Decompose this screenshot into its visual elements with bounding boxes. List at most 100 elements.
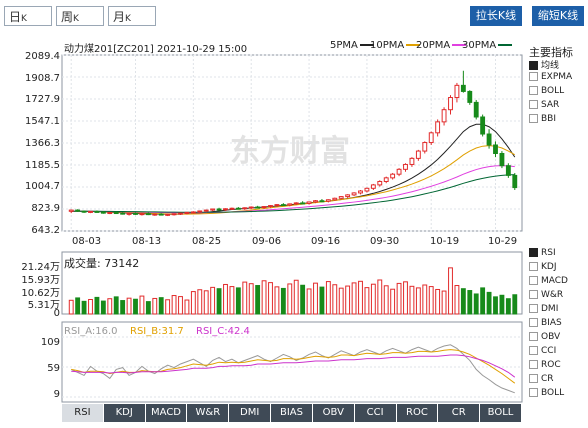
volume-bar <box>460 288 466 315</box>
sub-indicator-roc[interactable]: ROC <box>529 360 561 370</box>
indicator-boll[interactable]: BOLL <box>529 86 564 96</box>
candle-body <box>287 203 293 206</box>
ma-legend-5: 5PMA <box>330 40 374 51</box>
candle-body <box>171 213 177 216</box>
date-tick: 08-25 <box>192 236 222 247</box>
volume-bar <box>345 285 351 315</box>
indicator-expma[interactable]: EXPMA <box>529 72 572 82</box>
volume-tick: 10.62万 <box>21 288 60 299</box>
candle-body <box>81 210 87 213</box>
tab-day-k[interactable]: 日K <box>4 6 52 26</box>
volume-bar <box>165 299 171 315</box>
volume-bar <box>505 298 511 315</box>
volume-bar <box>480 287 486 315</box>
volume-bar <box>190 291 196 315</box>
candle-body <box>280 204 286 207</box>
candle-body <box>512 174 518 189</box>
candle-body <box>293 202 299 205</box>
volume-bar <box>338 287 344 315</box>
bottom-tab-wr[interactable]: W&R <box>187 404 230 422</box>
main-indicators-title: 主要指标 <box>529 46 573 59</box>
bottom-tab-macd[interactable]: MACD <box>145 404 188 422</box>
candle-body <box>435 121 441 134</box>
price-tick: 2089.4 <box>25 51 60 62</box>
bottom-tab-rsi[interactable]: RSI <box>62 404 104 422</box>
volume-bar <box>235 287 241 315</box>
candle-body <box>505 165 511 176</box>
volume-bar <box>306 288 312 315</box>
candle-body <box>428 132 434 144</box>
volume-bar <box>184 299 190 315</box>
volume-bar <box>100 300 106 315</box>
bottom-tab-boll[interactable]: BOLL <box>480 404 522 422</box>
sub-indicator-dmi[interactable]: DMI <box>529 304 558 314</box>
bottom-tab-roc[interactable]: ROC <box>396 404 439 422</box>
volume-bar <box>467 290 473 315</box>
candle-body <box>197 210 203 213</box>
tab-week-k[interactable]: 周K <box>56 6 104 26</box>
volume-bar <box>68 299 74 315</box>
sub-indicator-kdj[interactable]: KDJ <box>529 262 557 272</box>
candle-body <box>422 142 428 152</box>
volume-bar <box>158 297 164 315</box>
indicator-ma[interactable]: 均线 <box>529 58 559 71</box>
volume-bar <box>422 284 428 315</box>
volume-bar <box>268 282 273 315</box>
bottom-tab-dmi[interactable]: DMI <box>229 404 272 422</box>
sub-indicator-cr[interactable]: CR <box>529 374 554 384</box>
bottom-tab-obv[interactable]: OBV <box>312 404 355 422</box>
volume-bar <box>428 286 434 315</box>
candle-body <box>113 212 119 215</box>
sub-indicator-rsi[interactable]: RSI <box>529 248 556 258</box>
bottom-tab-bias[interactable]: BIAS <box>271 404 313 422</box>
rsi-tick: 59 <box>47 363 60 374</box>
date-tick: 08-13 <box>132 236 162 247</box>
sub-indicator-wr[interactable]: W&R <box>529 290 563 300</box>
stretch-k-button[interactable]: 拉长K线 <box>470 6 522 26</box>
ma-legend-20: 20PMA <box>416 40 467 51</box>
candle-body <box>383 177 389 182</box>
price-tick: 823.9 <box>31 203 60 214</box>
candle-body <box>351 192 357 196</box>
rsi-line-RSI_A <box>71 344 515 394</box>
candle-body <box>242 207 248 210</box>
bottom-tab-cr[interactable]: CR <box>438 404 481 422</box>
candle-body <box>364 187 370 192</box>
rsi-line-RSI_C <box>71 354 516 378</box>
price-tick: 643.2 <box>31 225 60 236</box>
sub-indicator-cci[interactable]: CCI <box>529 346 556 356</box>
sub-indicator-macd[interactable]: MACD <box>529 276 568 286</box>
candle-body <box>68 209 74 212</box>
volume-bar <box>81 300 87 315</box>
volume-bar <box>197 289 203 315</box>
volume-bar <box>293 279 299 315</box>
sub-indicator-boll[interactable]: BOLL <box>529 388 564 398</box>
price-tick: 1004.7 <box>25 181 60 192</box>
volume-bar <box>113 296 119 315</box>
candle-body <box>268 205 273 208</box>
candle-body <box>454 84 460 99</box>
indicator-sar[interactable]: SAR <box>529 100 559 110</box>
bottom-tab-kdj[interactable]: KDJ <box>103 404 146 422</box>
volume-bar <box>255 285 261 315</box>
candle-body <box>274 204 280 207</box>
volume-bar <box>332 284 338 315</box>
ma-line-10PMA <box>71 145 516 215</box>
volume-bar <box>152 297 158 315</box>
volume-bar <box>435 288 441 315</box>
indicator-bbi[interactable]: BBI <box>529 114 556 124</box>
sub-indicator-obv[interactable]: OBV <box>529 332 560 342</box>
bottom-tab-cci[interactable]: CCI <box>354 404 397 422</box>
candle-body <box>486 133 492 146</box>
volume-bar <box>120 300 126 315</box>
price-tick: 1366.3 <box>25 138 60 149</box>
candle-body <box>345 194 351 198</box>
candle-body <box>235 207 241 210</box>
volume-bar <box>75 297 81 315</box>
tab-month-k[interactable]: 月K <box>108 6 156 26</box>
shrink-k-button[interactable]: 缩短K线 <box>532 6 584 26</box>
candle-body <box>403 163 408 170</box>
sub-indicator-bias[interactable]: BIAS <box>529 318 562 328</box>
date-tick: 10-19 <box>430 236 460 247</box>
candle-body <box>152 213 158 216</box>
